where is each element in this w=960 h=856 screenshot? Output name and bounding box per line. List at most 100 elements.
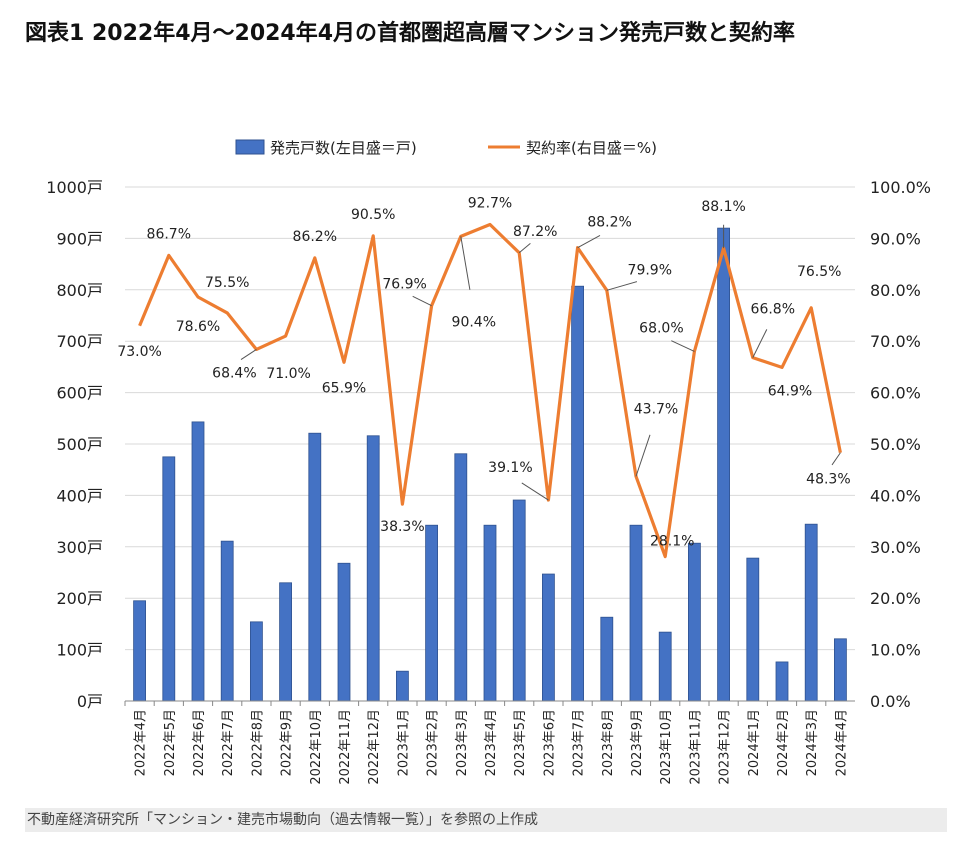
x-tick-label: 2023年6月 xyxy=(542,709,557,776)
right-tick-label: 10.0% xyxy=(870,641,921,660)
x-tick-label: 2022年6月 xyxy=(192,709,207,776)
x-tick-label: 2023年8月 xyxy=(601,709,616,776)
x-tick-label: 2022年9月 xyxy=(280,709,295,776)
x-tick-label: 2023年10月 xyxy=(659,709,674,785)
rate-data-label: 86.2% xyxy=(293,229,337,245)
leader-line xyxy=(577,235,601,249)
leader-line xyxy=(606,281,638,291)
rate-data-label: 66.8% xyxy=(751,302,795,318)
leader-line xyxy=(831,452,841,466)
right-tick-label: 90.0% xyxy=(870,229,921,248)
bar xyxy=(425,524,439,702)
rate-data-label: 68.4% xyxy=(212,365,256,381)
bar xyxy=(775,661,789,702)
x-tick-label: 2022年12月 xyxy=(367,709,382,785)
x-tick-label: 2023年12月 xyxy=(718,709,733,785)
right-tick-label: 30.0% xyxy=(870,538,921,557)
axes: 0戸 0.0% 100戸 10.0% 200戸 20.0% 300戸 30.0% 400戸 40.… xyxy=(46,178,931,785)
bars xyxy=(133,227,847,702)
leader-line xyxy=(635,434,651,477)
legend-line-label: 契約率(右目盛＝%) xyxy=(526,139,657,157)
rate-data-label: 28.1% xyxy=(650,534,694,550)
rate-data-label: 90.5% xyxy=(351,207,395,223)
x-tick-label: 2024年1月 xyxy=(747,709,762,776)
rate-data-label: 64.9% xyxy=(768,383,812,399)
leader-line xyxy=(518,243,531,254)
left-tick-label: 400戸 xyxy=(56,486,103,505)
bar xyxy=(454,453,468,702)
x-tick-label: 2022年7月 xyxy=(221,709,236,776)
bar xyxy=(746,557,760,702)
x-tick-label: 2022年10月 xyxy=(309,709,324,785)
legend-bar-swatch xyxy=(235,139,265,155)
right-tick-label: 80.0% xyxy=(870,281,921,300)
bar xyxy=(658,631,672,702)
bar xyxy=(600,616,614,702)
source-note: 不動産経済研究所「マンション・建売市場動向（過去情報一覧）」を参照の上作成 xyxy=(25,808,947,832)
leader-line xyxy=(460,236,471,290)
rate-data-label: 86.7% xyxy=(147,226,191,242)
bar xyxy=(191,421,205,702)
right-tick-label: 20.0% xyxy=(870,589,921,608)
bar xyxy=(162,456,176,702)
bar xyxy=(249,621,263,702)
chart-title: 図表1 2022年4月〜2024年4月の首都圏超高層マンション発売戸数と契約率 xyxy=(25,21,796,46)
rate-data-label: 75.5% xyxy=(205,275,249,291)
x-tick-label: 2023年2月 xyxy=(426,709,441,776)
right-tick-label: 70.0% xyxy=(870,332,921,351)
left-tick-label: 800戸 xyxy=(56,281,103,300)
right-tick-label: 0.0% xyxy=(870,692,911,711)
x-tick-label: 2023年11月 xyxy=(688,709,703,785)
x-tick-label: 2023年4月 xyxy=(484,709,499,776)
data-labels: 73.0% 86.7% 78.6% 75.5% 68.4% 71.0% 86.2% 65.9%… xyxy=(117,196,850,550)
leader-line xyxy=(412,295,432,307)
rate-data-label: 43.7% xyxy=(634,401,678,417)
x-tick-label: 2023年1月 xyxy=(396,709,411,776)
left-tick-label: 0戸 xyxy=(77,692,103,711)
rate-data-label: 38.3% xyxy=(380,519,424,535)
bar xyxy=(688,542,701,702)
rate-data-label: 92.7% xyxy=(468,196,512,212)
bar xyxy=(512,499,526,702)
right-tick-label: 60.0% xyxy=(870,384,921,403)
bar xyxy=(337,562,351,702)
x-tick-label: 2023年3月 xyxy=(455,709,470,776)
bar xyxy=(483,524,497,702)
x-tick-label: 2022年5月 xyxy=(163,709,178,776)
rate-data-label: 78.6% xyxy=(176,319,220,335)
rate-data-label: 87.2% xyxy=(513,224,557,240)
left-tick-label: 200戸 xyxy=(56,589,103,608)
leader-line xyxy=(671,340,695,352)
rate-data-label: 39.1% xyxy=(488,460,532,476)
left-tick-label: 500戸 xyxy=(56,435,103,454)
bar xyxy=(308,432,322,702)
left-tick-label: 600戸 xyxy=(56,384,103,403)
rate-data-label: 48.3% xyxy=(806,472,850,488)
x-tick-label: 2022年4月 xyxy=(134,709,149,776)
legend-bar-label: 発売戸数(左目盛＝戸) xyxy=(270,139,417,157)
x-tick-label: 2023年5月 xyxy=(513,709,528,776)
leader-line xyxy=(521,482,549,501)
bar xyxy=(542,573,555,702)
bar xyxy=(571,285,584,702)
bar xyxy=(220,540,234,702)
rate-data-label: 88.1% xyxy=(701,199,745,215)
rate-data-label: 79.9% xyxy=(628,262,672,278)
leader-line xyxy=(240,349,257,360)
rate-data-label: 76.9% xyxy=(382,277,426,293)
right-tick-label: 100.0% xyxy=(870,178,931,197)
bar xyxy=(629,524,643,702)
x-tick-label: 2023年9月 xyxy=(630,709,645,776)
rate-data-label: 88.2% xyxy=(587,215,631,231)
rate-data-label: 90.4% xyxy=(452,314,496,330)
bar xyxy=(804,523,818,702)
x-tick-label: 2024年4月 xyxy=(834,709,849,776)
leader-line xyxy=(752,329,768,358)
rate-data-label: 71.0% xyxy=(266,366,310,382)
bar xyxy=(366,435,380,702)
rate-data-label: 73.0% xyxy=(117,344,161,360)
bar xyxy=(395,670,409,702)
bar xyxy=(133,600,147,702)
rate-data-label: 76.5% xyxy=(797,264,841,280)
